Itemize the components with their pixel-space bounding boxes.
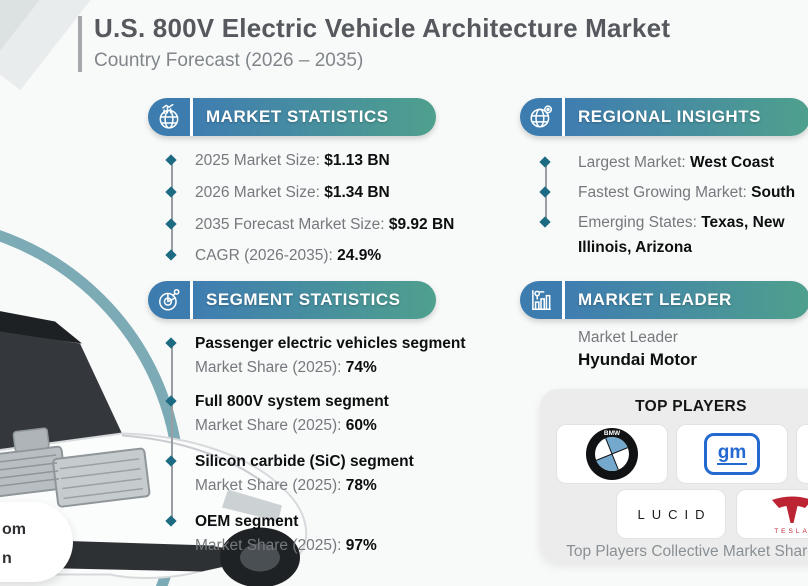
pie-chart-circuit-icon	[148, 281, 190, 319]
stat-row: 2025 Market Size: $1.13 BN	[195, 152, 390, 170]
stat-label: CAGR (2026-2035):	[195, 247, 333, 264]
region-label: Fastest Growing Market:	[578, 184, 747, 201]
globe-pin-icon	[520, 98, 562, 136]
share-label: Market Share (2025):	[195, 537, 342, 554]
bullet-diamond	[165, 249, 177, 261]
globe-chart-icon	[148, 98, 190, 136]
bmw-logo-icon: BMW	[586, 428, 638, 480]
tesla-logo-icon: TESLA	[772, 496, 808, 535]
bmw-logo-card: BMW	[556, 424, 668, 484]
share-label: Market Share (2025):	[195, 359, 342, 376]
partial-logo-card	[796, 424, 808, 484]
banner-divider	[190, 98, 193, 136]
svg-text:BMW: BMW	[604, 430, 621, 437]
lucid-logo-text: LUCID	[637, 506, 712, 522]
bullet-diamond	[539, 156, 551, 168]
banner-divider	[562, 98, 565, 136]
market-leader-banner: MARKET LEADER	[520, 281, 808, 319]
bullet-diamond	[165, 154, 177, 166]
share-value: 74%	[345, 359, 377, 376]
contact-line-1: om	[2, 521, 26, 538]
region-row: Largest Market: West Coast	[578, 154, 774, 172]
region-row: Illinois, Arizona	[578, 239, 692, 257]
regional-insights-title: REGIONAL INSIGHTS	[565, 98, 808, 136]
region-value: West Coast	[690, 154, 775, 171]
stat-row: 2026 Market Size: $1.34 BN	[195, 184, 390, 202]
top-players-caption: Top Players Collective Market Share	[566, 543, 808, 560]
region-value-line2: Illinois, Arizona	[578, 239, 692, 256]
stat-value: $1.13 BN	[324, 152, 390, 169]
segment-name: Passenger electric vehicles segment	[195, 335, 466, 352]
segment-name: Silicon carbide (SiC) segment	[195, 453, 414, 470]
market-leader-name: Hyundai Motor	[578, 350, 697, 369]
share-value: 60%	[345, 417, 377, 434]
share-value: 78%	[345, 477, 377, 494]
contact-bubble	[0, 502, 73, 582]
region-value: South	[751, 184, 796, 201]
page-subtitle: Country Forecast (2026 – 2035)	[94, 50, 364, 71]
bullet-diamond	[539, 216, 551, 228]
regional-insights-banner: REGIONAL INSIGHTS	[520, 98, 808, 136]
leader-podium-icon	[520, 281, 562, 319]
contact-line-2: n	[2, 550, 12, 567]
stat-value: 24.9%	[337, 247, 382, 264]
stat-label: 2035 Forecast Market Size:	[195, 216, 385, 233]
segment-share-row: Market Share (2025): 97%	[195, 537, 377, 555]
region-label: Largest Market:	[578, 154, 686, 171]
bullet-diamond	[165, 218, 177, 230]
stat-value: $9.92 BN	[388, 216, 455, 233]
segment-share-row: Market Share (2025): 74%	[195, 359, 377, 377]
stat-row: CAGR (2026-2035): 24.9%	[195, 247, 381, 265]
segment-name: OEM segment	[195, 513, 299, 530]
stat-row: 2035 Forecast Market Size: $9.92 BN	[195, 216, 454, 234]
share-label: Market Share (2025):	[195, 417, 342, 434]
bullet-diamond	[539, 186, 551, 198]
segment-statistics-title: SEGMENT STATISTICS	[193, 281, 436, 319]
market-leader-label: Market Leader	[578, 329, 678, 346]
segment-share-row: Market Share (2025): 78%	[195, 477, 377, 495]
stat-value: $1.34 BN	[324, 184, 390, 201]
banner-divider	[562, 281, 565, 319]
ev-car-illustration	[0, 285, 340, 586]
share-label: Market Share (2025):	[195, 477, 342, 494]
market-leader-title: MARKET LEADER	[565, 281, 808, 319]
market-statistics-banner: MARKET STATISTICS	[148, 98, 436, 136]
svg-text:TESLA: TESLA	[774, 528, 808, 535]
gm-logo-card: gm	[676, 424, 788, 484]
segment-name: Full 800V system segment	[195, 393, 389, 410]
stat-label: 2026 Market Size:	[195, 184, 320, 201]
gm-logo-text: gm	[716, 442, 748, 465]
segment-statistics-banner: SEGMENT STATISTICS	[148, 281, 436, 319]
top-players-title: TOP PLAYERS	[635, 398, 747, 415]
stat-label: 2025 Market Size:	[195, 152, 320, 169]
region-row: Fastest Growing Market: South	[578, 184, 795, 202]
gm-logo-icon: gm	[704, 433, 760, 475]
segment-share-row: Market Share (2025): 60%	[195, 417, 377, 435]
banner-divider	[190, 281, 193, 319]
lucid-logo-card: LUCID	[616, 489, 726, 539]
market-statistics-title: MARKET STATISTICS	[193, 98, 436, 136]
title-accent-bar	[78, 16, 82, 72]
region-row: Emerging States: Texas, New	[578, 214, 785, 232]
timeline-line	[171, 160, 173, 255]
tesla-logo-card: TESLA	[736, 489, 808, 539]
page-title: U.S. 800V Electric Vehicle Architecture …	[94, 13, 671, 43]
bullet-diamond	[165, 186, 177, 198]
timeline-line	[171, 343, 173, 521]
share-value: 97%	[345, 537, 377, 554]
region-label: Emerging States:	[578, 214, 697, 231]
region-value: Texas, New	[701, 214, 785, 231]
